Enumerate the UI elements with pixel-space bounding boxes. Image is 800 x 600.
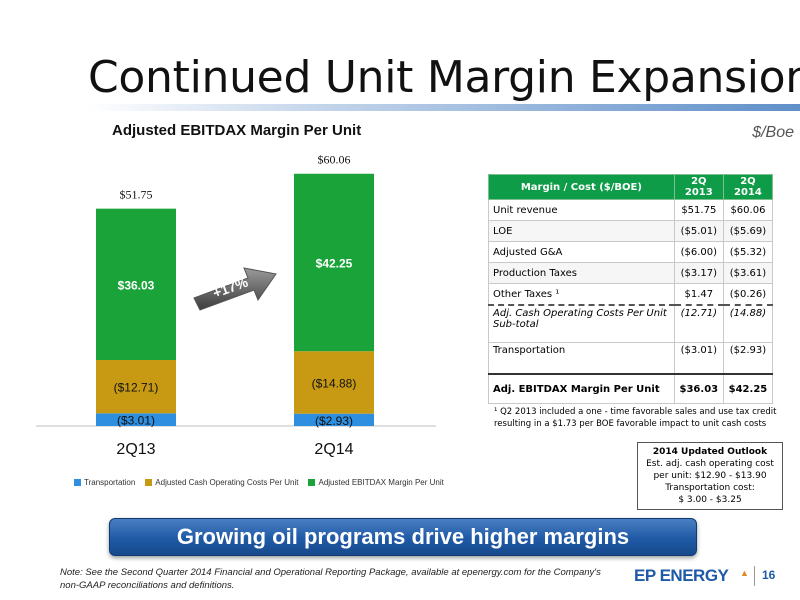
- company-logo: EP ENERGY: [634, 566, 729, 585]
- table-row: Production Taxes ($3.17) ($3.61): [488, 262, 774, 284]
- logo-flame-icon: ▲: [740, 568, 749, 578]
- legend-swatch-cash-costs: [145, 479, 153, 486]
- outlook-line: Transportation cost:: [665, 483, 755, 493]
- row-label: LOE: [488, 220, 675, 242]
- cell-2q2013: $51.75: [673, 199, 724, 221]
- row-label: Adj. Cash Operating Costs Per Unit Sub-t…: [488, 304, 675, 343]
- segment-data-label: ($3.01): [117, 414, 155, 428]
- footer-divider: [754, 566, 755, 586]
- bar-segment: [96, 413, 176, 426]
- legend-item: Adjusted Cash Operating Costs Per Unit: [145, 478, 298, 487]
- cell-2q2014: ($3.61): [722, 262, 774, 284]
- legend-label: Adjusted Cash Operating Costs Per Unit: [155, 478, 299, 487]
- segment-data-label: ($12.71): [114, 381, 159, 395]
- title-divider: [88, 104, 800, 111]
- segment-data-label: $42.25: [316, 256, 353, 270]
- cell-2q2014: $42.25: [722, 373, 774, 404]
- bar-segment: [96, 359, 176, 414]
- growth-arrow-icon: +17%: [193, 267, 277, 311]
- table-header: 2Q 2014: [722, 174, 774, 200]
- table-row: Other Taxes ¹ $1.47 ($0.26): [488, 283, 774, 306]
- cell-2q2013: $1.47: [673, 283, 724, 306]
- margin-cost-table: Margin / Cost ($/BOE) 2Q 2013 2Q 2014 Un…: [488, 174, 774, 404]
- bar-segment: [294, 413, 374, 426]
- cell-2q2013: (12.71): [673, 304, 724, 343]
- row-label: Unit revenue: [488, 199, 675, 221]
- table-header: 2Q 2013: [673, 174, 724, 200]
- table-header-row: Margin / Cost ($/BOE) 2Q 2013 2Q 2014: [488, 174, 774, 200]
- outlook-line: per unit: $12.90 - $13.90: [653, 471, 767, 481]
- row-label: Production Taxes: [488, 262, 675, 284]
- cell-2q2013: ($3.01): [673, 342, 724, 375]
- legend-label: Transportation: [84, 478, 136, 487]
- outlook-box: 2014 Updated Outlook Est. adj. cash oper…: [637, 442, 783, 510]
- cell-2q2014: ($5.69): [722, 220, 774, 242]
- segment-data-label: ($2.93): [315, 414, 353, 428]
- total-data-label: $60.06: [318, 153, 351, 167]
- row-label: Adjusted G&A: [488, 241, 675, 263]
- cell-2q2013: ($6.00): [673, 241, 724, 263]
- row-label: Adj. EBITDAX Margin Per Unit: [488, 373, 675, 404]
- table-row-subtotal: Adj. Cash Operating Costs Per Unit Sub-t…: [488, 304, 774, 343]
- cell-2q2014: $60.06: [722, 199, 774, 221]
- table-row-total: Adj. EBITDAX Margin Per Unit $36.03 $42.…: [488, 373, 774, 404]
- cell-2q2014: ($2.93): [722, 342, 774, 375]
- row-label: Transportation: [488, 342, 675, 375]
- table-row: Transportation ($3.01) ($2.93): [488, 342, 774, 375]
- outlook-line: Est. adj. cash operating cost: [646, 459, 774, 469]
- chart-title: Adjusted EBITDAX Margin Per Unit: [112, 122, 362, 139]
- cell-2q2013: ($3.17): [673, 262, 724, 284]
- outlook-title: 2014 Updated Outlook: [652, 447, 768, 457]
- cell-2q2013: ($5.01): [673, 220, 724, 242]
- row-label: Other Taxes ¹: [488, 283, 675, 306]
- cell-2q2014: (14.88): [722, 304, 774, 343]
- outlook-line: $ 3.00 - $3.25: [678, 495, 742, 505]
- disclaimer-note: Note: See the Second Quarter 2014 Financ…: [60, 567, 601, 591]
- legend-swatch-ebitdax: [308, 479, 316, 486]
- table-row: LOE ($5.01) ($5.69): [488, 220, 774, 242]
- legend-item: Transportation: [74, 478, 135, 487]
- bar-segment: [294, 351, 374, 414]
- table-header: Margin / Cost ($/BOE): [488, 174, 675, 200]
- page-number: 16: [762, 568, 776, 582]
- segment-data-label: ($14.88): [312, 376, 357, 390]
- x-tick-label: 2Q14: [314, 441, 353, 458]
- chart-legend: Transportation Adjusted Cash Operating C…: [74, 478, 444, 487]
- unit-label: $/Boe: [752, 124, 794, 141]
- slide-title: Continued Unit Margin Expansion: [88, 52, 800, 103]
- table-row: Unit revenue $51.75 $60.06: [488, 199, 774, 221]
- x-tick-label: 2Q13: [116, 441, 155, 458]
- legend-swatch-transportation: [74, 479, 81, 486]
- bar-segment: [96, 208, 176, 360]
- segment-data-label: $36.03: [118, 278, 155, 292]
- legend-item: Adjusted EBITDAX Margin Per Unit: [308, 478, 444, 487]
- cell-2q2014: ($0.26): [722, 283, 774, 306]
- table-footnote: ¹ Q2 2013 included a one - time favorabl…: [494, 407, 777, 429]
- legend-label: Adjusted EBITDAX Margin Per Unit: [318, 478, 444, 487]
- total-data-label: $51.75: [120, 188, 153, 202]
- takeaway-banner: Growing oil programs drive higher margin…: [109, 518, 697, 556]
- cell-2q2014: ($5.32): [722, 241, 774, 263]
- cell-2q2013: $36.03: [673, 373, 724, 404]
- table-row: Adjusted G&A ($6.00) ($5.32): [488, 241, 774, 263]
- bar-segment: [294, 173, 374, 352]
